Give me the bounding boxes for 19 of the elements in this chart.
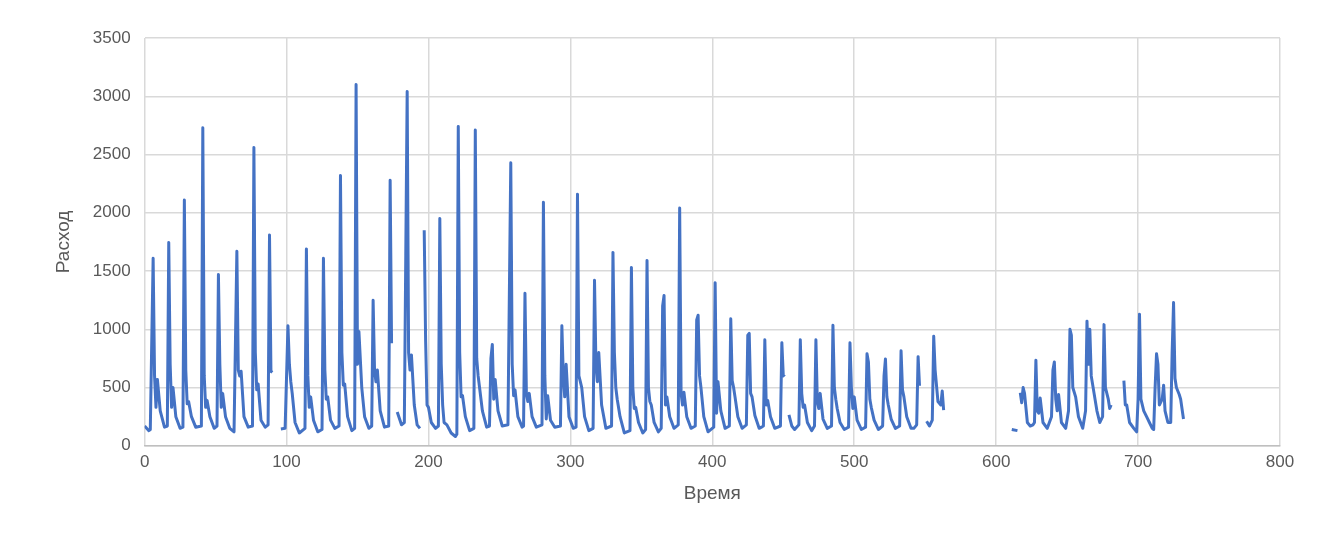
- y-tick-label: 1500: [92, 260, 131, 280]
- x-tick-label: 300: [556, 451, 585, 471]
- y-tick-label: 0: [121, 435, 131, 455]
- x-tick-label: 400: [698, 451, 727, 471]
- x-tick-label: 0: [139, 451, 150, 471]
- x-tick-label: 100: [272, 451, 301, 471]
- x-tick-label: 800: [1265, 451, 1295, 471]
- x-tick-label: 700: [1123, 451, 1153, 471]
- y-tick-label: 3000: [92, 85, 131, 105]
- y-tick-label: 2500: [92, 144, 131, 164]
- y-axis-title: Расход: [51, 210, 73, 274]
- x-tick-label: 200: [414, 451, 443, 471]
- x-axis-title: Время: [683, 481, 741, 503]
- y-tick-label: 2000: [92, 202, 131, 222]
- y-tick-label: 3500: [92, 27, 131, 47]
- y-tick-label: 500: [102, 377, 131, 397]
- y-tick-label: 1000: [92, 318, 131, 338]
- x-tick-label: 600: [981, 451, 1011, 471]
- x-tick-label: 500: [840, 451, 869, 471]
